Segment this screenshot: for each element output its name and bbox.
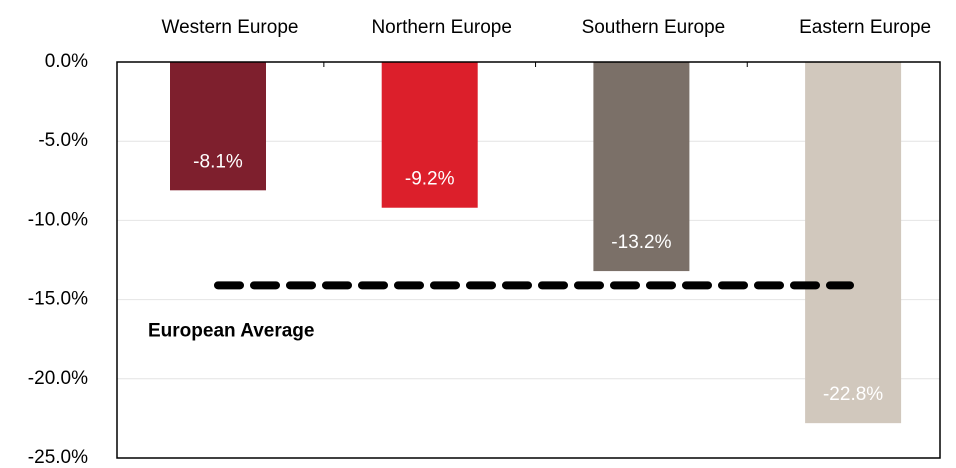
bar — [170, 62, 266, 191]
bar — [593, 62, 690, 272]
y-tick-label: -20.0% — [28, 368, 88, 389]
y-tick-label: 0.0% — [45, 51, 88, 72]
x-tick-label: Southern Europe — [582, 17, 726, 38]
data-label: -9.2% — [405, 169, 455, 190]
bar — [805, 62, 902, 424]
bar — [381, 62, 478, 208]
data-label: -13.2% — [611, 232, 671, 253]
y-tick-label: -15.0% — [28, 289, 88, 310]
plot-border — [116, 61, 941, 459]
y-tick-label: -5.0% — [38, 130, 88, 151]
x-tick-label: Eastern Europe — [799, 17, 931, 38]
x-tick-label: Western Europe — [162, 17, 299, 38]
data-label: -22.8% — [823, 384, 883, 405]
reference-label: European Average — [148, 320, 314, 341]
data-label: -8.1% — [193, 151, 243, 172]
x-tick-label: Northern Europe — [371, 17, 511, 38]
y-tick-label: -25.0% — [28, 447, 88, 468]
y-tick-label: -10.0% — [28, 209, 88, 230]
